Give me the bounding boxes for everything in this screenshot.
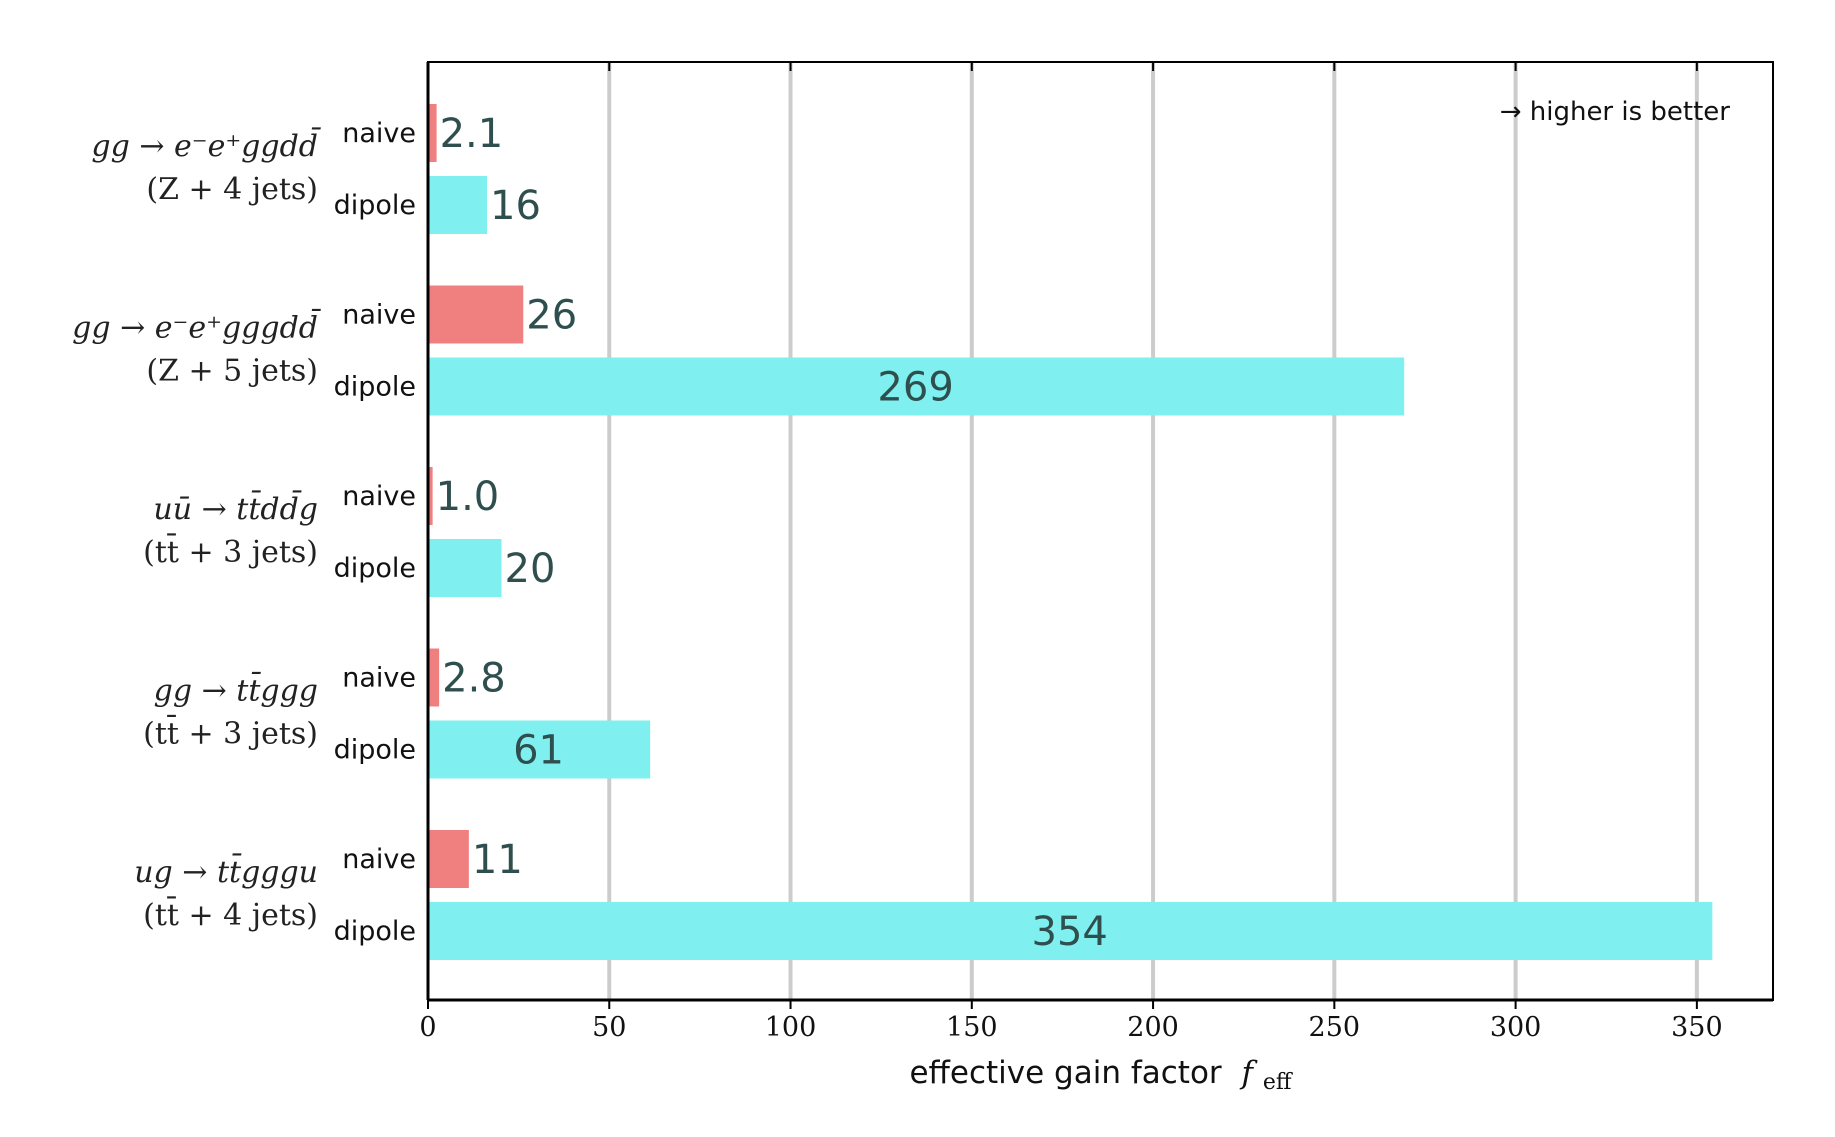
bar-dipole: [429, 357, 1405, 416]
series-label-naive: naive: [342, 118, 416, 149]
bar-value-label: 20: [505, 546, 556, 592]
x-tick-label: 150: [946, 1012, 998, 1043]
series-label-dipole: dipole: [334, 735, 416, 766]
group-subtitle-label: (Z + 5 jets): [146, 354, 318, 389]
group-subtitle-label: (tt̄ + 4 jets): [143, 895, 318, 933]
x-tick-label: 200: [1127, 1012, 1179, 1043]
series-label-dipole: dipole: [334, 190, 416, 221]
bar-value-label: 16: [490, 183, 541, 229]
bar-naive: [429, 104, 437, 162]
bar-dipole: [429, 720, 651, 779]
bar-dipole: [429, 176, 488, 234]
bar-value-label: 26: [526, 293, 577, 339]
x-tick-label: 250: [1309, 1012, 1361, 1043]
bar-value-label: 2.1: [440, 111, 504, 157]
x-tick-label: 50: [592, 1012, 626, 1043]
bar-value-label: 2.8: [442, 656, 506, 702]
x-tick-label: 0: [419, 1012, 436, 1043]
series-label-naive: naive: [342, 663, 416, 694]
group-subtitle-label: (tt̄ + 3 jets): [143, 714, 318, 752]
chart-annotation: → higher is better: [1500, 97, 1731, 127]
series-label-dipole: dipole: [334, 916, 416, 947]
x-axis-label-symbol: f: [1240, 1055, 1259, 1091]
bar-value-label: 354: [1032, 909, 1108, 955]
x-ticks: 0 50 100 150 200 250 300 350: [419, 62, 1723, 1043]
group-process-label: gg → e⁻e⁺ggdd̄: [91, 126, 321, 164]
bar-value-label: 61: [513, 728, 564, 774]
x-tick-label: 100: [765, 1012, 817, 1043]
bar-naive: [429, 830, 469, 888]
x-tick-label: 300: [1490, 1012, 1542, 1043]
grid-lines: [607, 62, 1699, 1000]
group-subtitle-label: (Z + 4 jets): [146, 172, 318, 207]
bar-naive: [429, 285, 524, 344]
bar-dipole: [429, 539, 502, 597]
series-label-naive: naive: [342, 481, 416, 512]
x-axis-label: effective gain factor f eff: [909, 1055, 1292, 1095]
series-label-naive: naive: [342, 300, 416, 331]
plot-frame: [427, 61, 1774, 1001]
group-process-label: ug → tt̄gggu: [134, 852, 318, 890]
x-tick-label: 350: [1671, 1012, 1723, 1043]
bar-naive: [429, 648, 440, 707]
group-subtitle-label: (tt̄ + 3 jets): [143, 532, 318, 570]
group-process-label: uū → tt̄dd̄g: [153, 489, 318, 527]
bar-value-label: 1.0: [436, 474, 500, 520]
bar-naive: [429, 467, 433, 525]
labels: 2.1 naive 16 dipole gg → e⁻e⁺ggdd̄ (Z + 4 jet…: [72, 111, 1108, 955]
series-label-dipole: dipole: [334, 553, 416, 584]
bar-value-label: 269: [877, 365, 953, 411]
series-label-naive: naive: [342, 844, 416, 875]
x-axis-label-subscript: eff: [1263, 1070, 1293, 1095]
x-axis-label-text: effective gain factor: [909, 1055, 1221, 1091]
bar-dipole: [429, 902, 1713, 960]
group-process-label: gg → tt̄ggg: [154, 671, 318, 709]
bars: [429, 104, 1713, 960]
group-process-label: gg → e⁻e⁺gggdd̄: [72, 308, 321, 346]
series-label-dipole: dipole: [334, 372, 416, 403]
bar-value-label: 11: [472, 837, 523, 883]
